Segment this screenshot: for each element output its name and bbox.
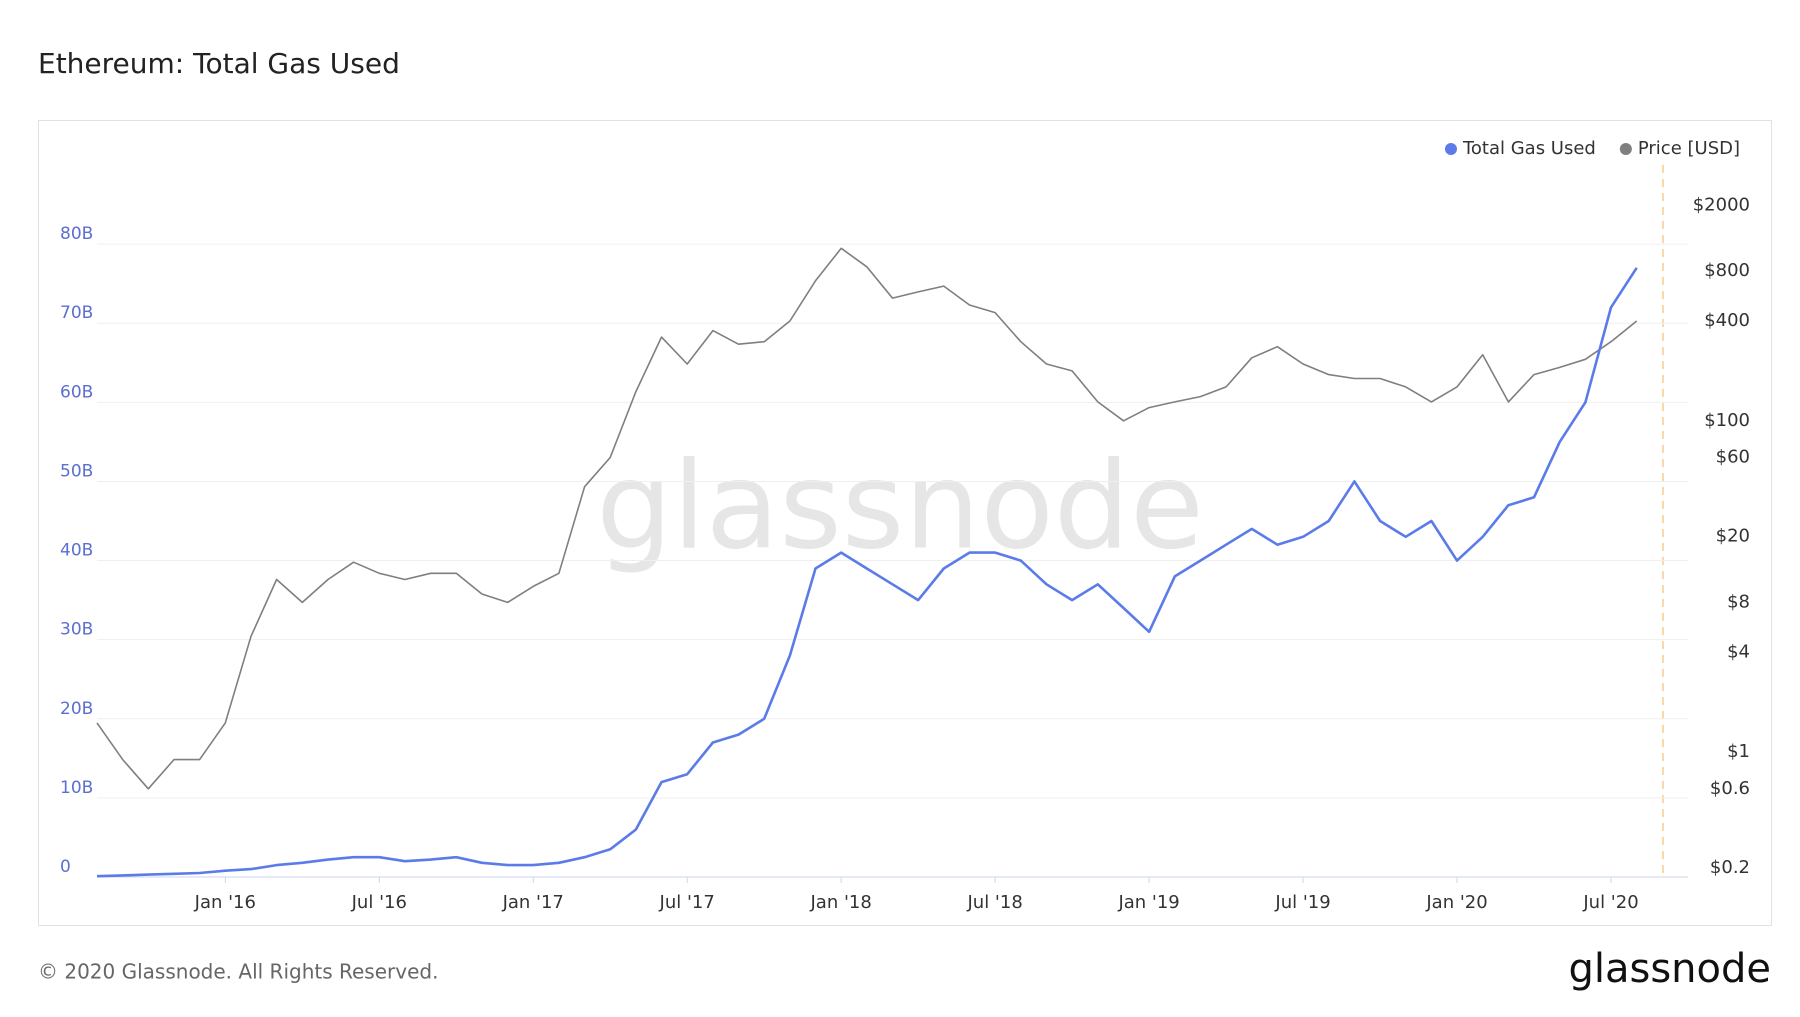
x-tick-label: Jan '20 — [1425, 892, 1487, 913]
legend-marker — [1444, 143, 1457, 155]
x-tick-label: Jan '17 — [502, 892, 564, 913]
x-tick-label: Jan '16 — [194, 892, 256, 913]
chart-title: Ethereum: Total Gas Used — [38, 47, 400, 80]
series-line — [96, 267, 1638, 878]
y-tick-label: 80B — [60, 224, 93, 244]
x-tick-label: Jul '19 — [1274, 892, 1330, 913]
series-line — [96, 247, 1638, 790]
y2-tick-label: $100 — [1704, 410, 1750, 431]
legend-label: Price [USD] — [1638, 138, 1740, 159]
x-tick-label: Jan '18 — [810, 892, 872, 913]
y2-tick-label: $1 — [1727, 741, 1750, 762]
y2-tick-label: $0.2 — [1710, 857, 1750, 878]
x-tick-label: Jan '19 — [1117, 892, 1179, 913]
y-tick-label: 10B — [60, 778, 93, 798]
watermark: glassnode — [596, 438, 1204, 577]
chart-frame — [38, 120, 1772, 926]
y2-tick-label: $60 — [1716, 447, 1750, 468]
y2-tick-label: $4 — [1727, 641, 1750, 662]
y2-tick-label: $400 — [1704, 310, 1750, 331]
legend-marker — [1619, 143, 1632, 155]
x-tick-label: Jul '20 — [1582, 892, 1638, 913]
y-tick-label: 20B — [60, 699, 93, 719]
legend-label: Total Gas Used — [1462, 138, 1596, 159]
x-tick-label: Jul '16 — [351, 892, 407, 913]
y-tick-label: 50B — [60, 461, 93, 481]
y2-tick-label: $800 — [1704, 260, 1750, 281]
y-tick-label: 30B — [60, 620, 93, 640]
y-tick-label: 0 — [60, 857, 71, 877]
y2-tick-label: $8 — [1727, 591, 1750, 612]
x-tick-label: Jul '18 — [966, 892, 1022, 913]
y2-tick-label: $2000 — [1693, 194, 1750, 215]
x-tick-label: Jul '17 — [659, 892, 715, 913]
y-tick-label: 40B — [60, 541, 93, 561]
y2-tick-label: $20 — [1716, 526, 1750, 547]
y2-tick-label: $0.6 — [1710, 778, 1750, 799]
brand-logo: glassnode — [1568, 946, 1771, 992]
y-tick-label: 60B — [60, 382, 93, 402]
footer: © 2020 Glassnode. All Rights Reserved. — [38, 960, 438, 984]
y-tick-label: 70B — [60, 303, 93, 323]
